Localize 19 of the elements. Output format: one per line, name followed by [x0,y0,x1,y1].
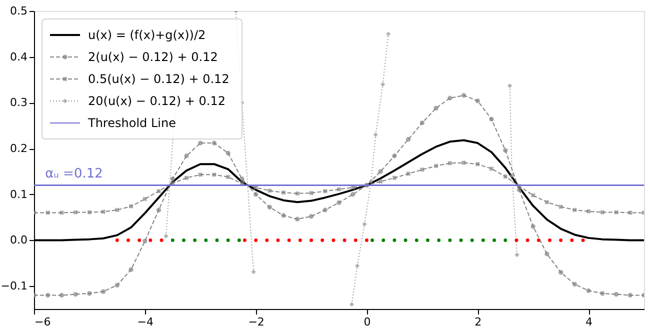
legend-label: 20(u(x) − 0.12) + 0.12 [88,94,226,108]
y-tick-label: 0.1 [10,188,28,201]
legend-label: u(x) = (f(x)+g(x))/2 [88,28,206,42]
x-tick-label: −4 [137,316,154,328]
y-tick-label: 0.4 [10,50,28,64]
legend-label: 2(u(x) − 0.12) + 0.12 [88,50,218,64]
y-tick-label: 0.3 [10,96,28,110]
y-tick-label: −0.1 [0,280,28,293]
y-tick-label: 0.5 [10,4,28,18]
x-tick-label: 4 [586,316,593,328]
x-tick-label: 2 [474,316,482,328]
x-tick-label: −6 [34,316,51,328]
legend-label: 0.5(u(x) − 0.12) + 0.12 [88,72,230,86]
y-tick-label: 0.0 [10,234,28,247]
x-tick-label: −2 [248,316,264,328]
legend-label: Threshold Line [87,116,176,130]
y-tick-label: 0.2 [10,142,28,156]
annotation: αᵤ =0.12 [45,166,103,182]
x-tick-label: 0 [364,316,371,328]
